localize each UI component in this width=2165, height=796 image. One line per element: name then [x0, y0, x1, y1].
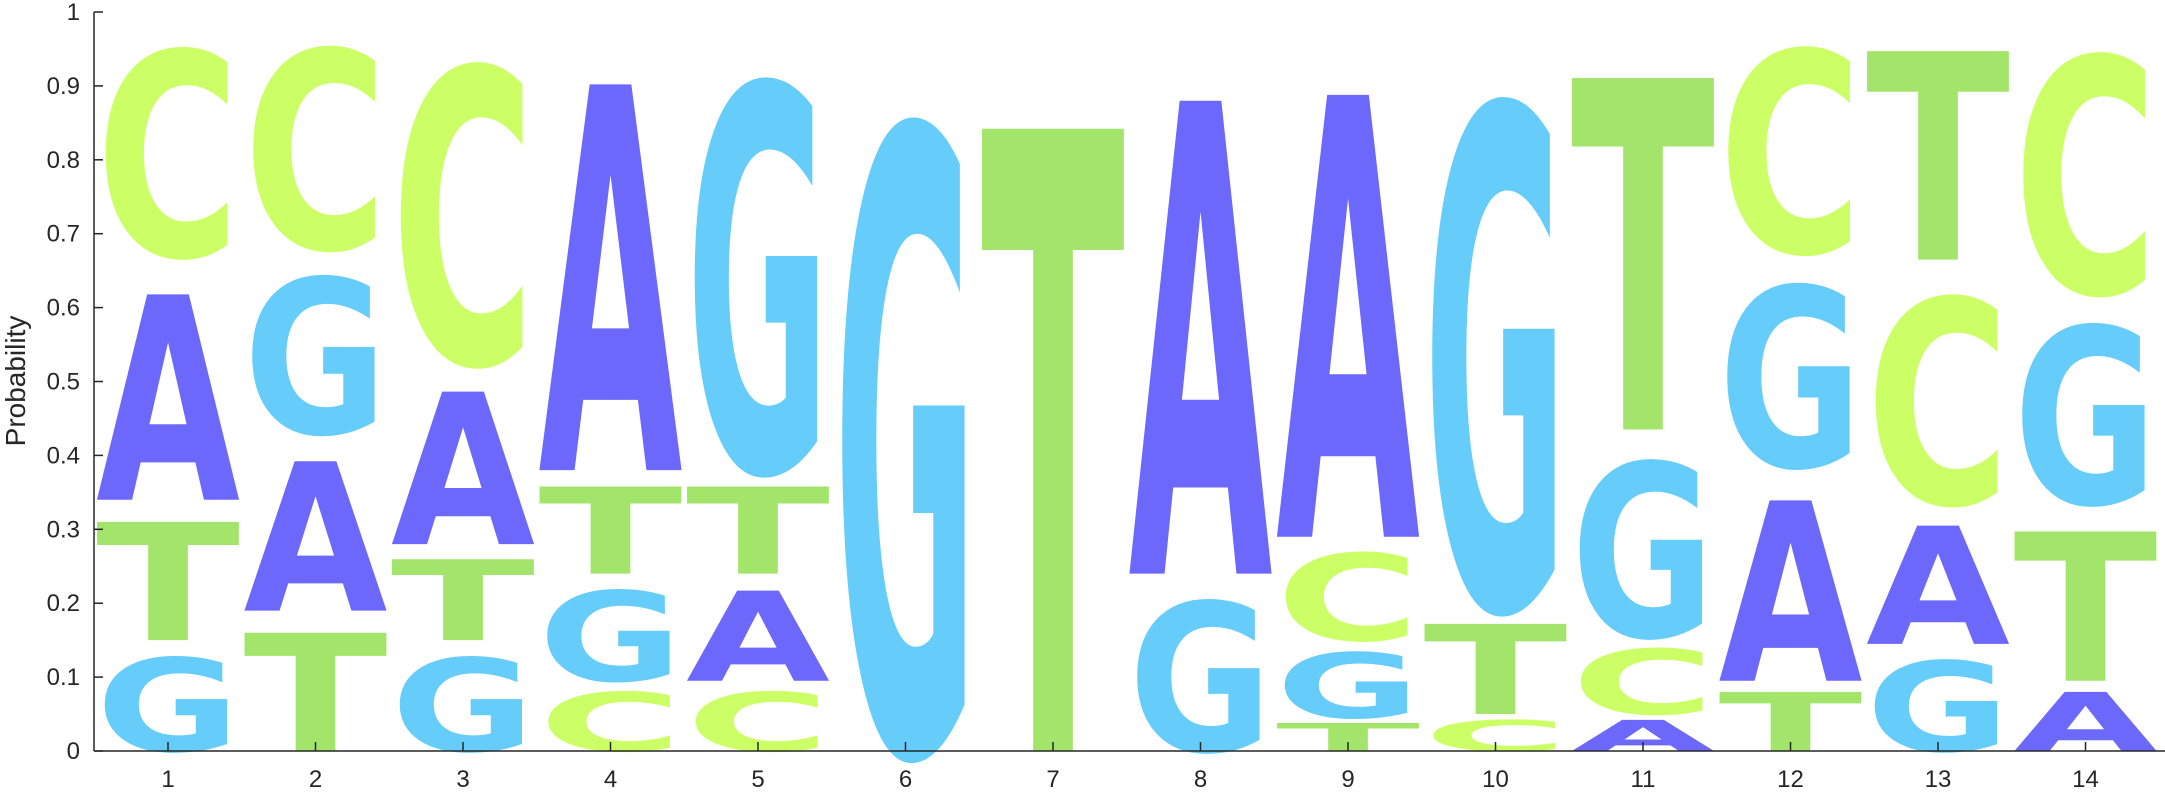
- logo-letter-A-pos-14: A: [2014, 676, 2158, 770]
- x-tick-label: 9: [1341, 766, 1354, 793]
- logo-letter-G-pos-1: G: [96, 633, 240, 782]
- y-tick-label: 0.5: [47, 369, 80, 396]
- logo-letter-G-pos-10: G: [1424, 0, 1568, 770]
- logo-letter-G-pos-14: G: [2014, 279, 2158, 562]
- logo-letter-C-pos-1: C: [96, 0, 240, 323]
- logo-letter-A-pos-8: A: [1129, 0, 1274, 727]
- logo-letter-C-pos-14: C: [2014, 0, 2158, 370]
- logo-letter-T-pos-10: T: [1424, 599, 1568, 743]
- x-tick-label: 6: [899, 766, 912, 793]
- logo-letter-A-pos-3: A: [391, 350, 535, 594]
- logo-letter-A-pos-2: A: [244, 421, 388, 660]
- logo-letter-A-pos-1: A: [96, 239, 240, 567]
- x-tick-label: 4: [604, 766, 617, 793]
- logo-letter-C-pos-9: C: [1276, 530, 1420, 669]
- x-tick-label: 8: [1194, 766, 1207, 793]
- y-tick-label: 0.7: [47, 221, 80, 248]
- logo-letter-C-pos-4: C: [539, 676, 683, 770]
- x-tick-label: 3: [456, 766, 469, 793]
- logo-letter-T-pos-5: T: [686, 464, 830, 603]
- x-tick-label: 5: [751, 766, 764, 793]
- x-tick-label: 13: [1925, 766, 1952, 793]
- y-tick-label: 0.4: [47, 442, 80, 469]
- logo-letter-G-pos-2: G: [244, 237, 388, 485]
- logo-letter-T-pos-14: T: [2014, 492, 2158, 730]
- y-tick-label: 0.1: [47, 664, 80, 691]
- logo-letter-C-pos-13: C: [1866, 244, 2010, 571]
- x-tick-label: 14: [2072, 766, 2099, 793]
- y-tick-label: 0: [67, 738, 80, 765]
- logo-letter-T-pos-13: T: [1866, 0, 2010, 328]
- x-tick-label: 7: [1046, 766, 1059, 793]
- logo-letter-G-pos-8: G: [1129, 561, 1273, 796]
- y-ticks: 0 0.1 0.2 0.3 0.4 0.5 0.6 0.7 0.8 0.9 1: [47, 0, 103, 765]
- y-tick-label: 1: [67, 0, 80, 26]
- logo-letter-A-pos-4: A: [539, 0, 684, 596]
- x-ticks: 1 2 3 4 5 6 7 8 9 10 11 12 13 14: [161, 742, 2099, 793]
- logo-letter-T-pos-9: T: [1276, 715, 1420, 760]
- logo-letter-G-pos-11: G: [1571, 415, 1715, 693]
- logo-letter-T-pos-11: T: [1571, 0, 1716, 544]
- x-tick-label: 11: [1631, 766, 1656, 793]
- logo-letter-T-pos-3: T: [391, 537, 535, 667]
- x-tick-label: 2: [309, 766, 322, 793]
- y-tick-label: 0.6: [47, 295, 80, 322]
- logo-letter-G-pos-12: G: [1719, 237, 1863, 525]
- y-tick-label: 0.3: [47, 516, 80, 543]
- logo-letter-C-pos-5: C: [686, 676, 830, 770]
- logo-letter-T-pos-2: T: [244, 601, 388, 790]
- logo-letter-T-pos-7: T: [981, 0, 1126, 796]
- y-tick-label: 0.8: [47, 147, 80, 174]
- logo-letter-G-pos-5: G: [686, 0, 830, 595]
- logo-letter-C-pos-10: C: [1424, 712, 1568, 762]
- x-tick-label: 12: [1777, 766, 1804, 793]
- logo-letter-A-pos-5: A: [686, 566, 830, 710]
- logo-letter-T-pos-12: T: [1719, 676, 1863, 770]
- x-tick-label: 1: [161, 766, 174, 793]
- logo-letter-T-pos-4: T: [539, 464, 683, 603]
- y-tick-label: 0.2: [47, 590, 80, 617]
- logo-letter-G-pos-6: G: [834, 0, 978, 796]
- logo-letter-G-pos-4: G: [539, 566, 683, 710]
- logo-letter-C-pos-3: C: [391, 0, 535, 460]
- logo-letter-G-pos-3: G: [391, 633, 535, 782]
- logo-letter-G-pos-9: G: [1276, 635, 1420, 739]
- logo-letter-G-pos-13: G: [1866, 636, 2010, 780]
- logo-letter-A-pos-13: A: [1866, 494, 2010, 683]
- y-tick-label: 0.9: [47, 73, 80, 100]
- logo-letter-A-pos-11: A: [1571, 711, 1715, 761]
- y-axis-title: Probability: [0, 316, 31, 447]
- logo-letter-C-pos-11: C: [1571, 631, 1715, 736]
- logo-letter-C-pos-12: C: [1719, 0, 1863, 318]
- logo-letter-A-pos-12: A: [1719, 451, 1863, 739]
- logo-letter-A-pos-9: A: [1276, 0, 1421, 680]
- logo-letter-C-pos-2: C: [243, 0, 387, 314]
- x-tick-label: 10: [1482, 766, 1509, 793]
- logo-letter-T-pos-1: T: [96, 490, 240, 679]
